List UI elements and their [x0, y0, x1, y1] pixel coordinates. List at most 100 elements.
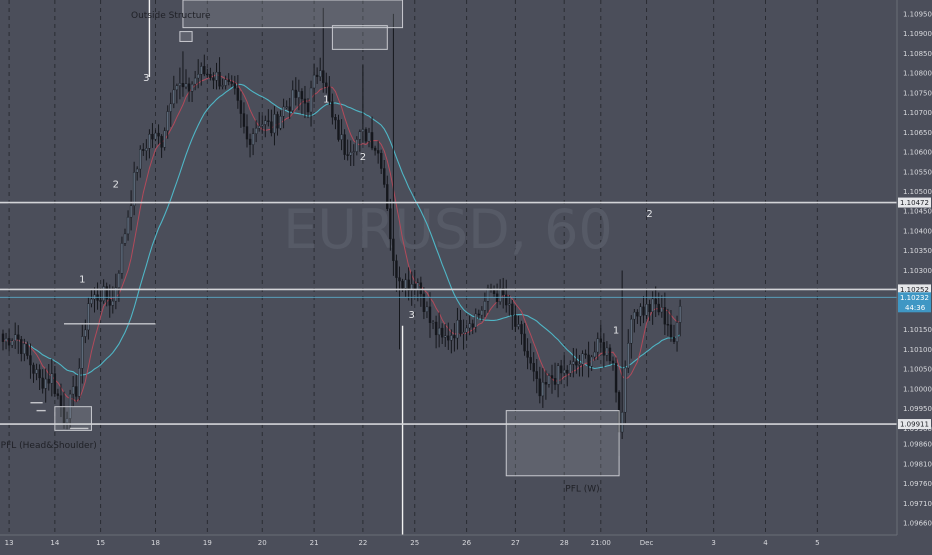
- candle-body: [35, 369, 38, 374]
- candle-body: [1, 333, 5, 342]
- candle-body: [398, 277, 401, 282]
- candle-body: [627, 343, 630, 369]
- candle-body: [392, 238, 395, 261]
- price-level-tag[interactable]: [898, 284, 931, 295]
- price-tick-label: 1.10150: [903, 326, 932, 334]
- candle-body: [373, 147, 377, 151]
- candle-body: [102, 286, 105, 301]
- candle-body: [639, 306, 642, 317]
- candle-body: [367, 132, 371, 142]
- candle-body: [380, 153, 383, 169]
- candle-body: [441, 327, 444, 338]
- candle-body: [541, 382, 545, 397]
- price-tick-label: 1.09760: [903, 480, 932, 488]
- candle-body: [4, 338, 8, 342]
- time-tick-label: 21:00: [591, 539, 611, 547]
- bar-countdown-label: 44:36: [905, 304, 926, 312]
- price-level-tag[interactable]: [898, 419, 931, 430]
- candle-body: [563, 369, 566, 374]
- candle-body: [633, 311, 636, 320]
- candle-body: [410, 284, 413, 291]
- candle-body: [505, 294, 508, 306]
- candle-body: [434, 321, 438, 336]
- candle-body: [154, 132, 157, 140]
- candle-body: [517, 324, 520, 327]
- candle-body: [642, 306, 645, 316]
- pattern-box: [182, 0, 404, 29]
- candle-body: [163, 130, 166, 148]
- candle-body: [254, 127, 258, 134]
- candle-body: [325, 82, 328, 87]
- candle-body: [190, 83, 194, 92]
- time-tick-label: 15: [96, 539, 105, 547]
- candle-body: [41, 377, 44, 389]
- price-tick-label: 1.10400: [903, 227, 932, 235]
- candle-body: [477, 313, 480, 316]
- wave-count-label: 3: [143, 73, 149, 84]
- candle-body: [535, 371, 538, 379]
- candle-body: [264, 120, 267, 125]
- candle-body: [532, 362, 535, 372]
- candle-body: [651, 298, 654, 313]
- price-tick-label: 1.10100: [903, 346, 932, 354]
- time-tick-label: 26: [462, 539, 471, 547]
- candle-body: [245, 126, 249, 140]
- candle-body: [502, 288, 505, 296]
- candle-body: [29, 355, 32, 366]
- price-tick-label: 1.10800: [903, 70, 932, 78]
- candle-body: [294, 89, 297, 98]
- candle-body: [178, 83, 182, 86]
- time-tick-label: 13: [5, 539, 14, 547]
- price-tick-label: 1.10450: [903, 208, 932, 216]
- candle-body: [386, 184, 389, 209]
- candle-body: [453, 335, 456, 339]
- candle-body: [660, 307, 663, 313]
- candle-body: [596, 338, 599, 353]
- candle-body: [364, 129, 368, 142]
- candle-body: [630, 318, 633, 344]
- candle-body: [306, 103, 310, 113]
- pattern-box: [505, 410, 620, 477]
- candle-body: [7, 338, 11, 346]
- candle-body: [620, 411, 624, 433]
- candle-body: [114, 287, 118, 302]
- candle-body: [657, 303, 660, 313]
- price-tick-label: 1.10650: [903, 129, 932, 137]
- candle-body: [590, 356, 593, 367]
- candle-body: [135, 168, 139, 173]
- price-level-tag[interactable]: [898, 197, 931, 208]
- candle-body: [654, 298, 657, 305]
- candle-body: [139, 149, 142, 170]
- candle-body: [71, 386, 75, 395]
- candle-body: [404, 279, 407, 289]
- candle-body: [160, 135, 163, 148]
- candle-body: [258, 125, 261, 129]
- candle-body: [508, 303, 511, 306]
- candle-body: [123, 233, 127, 244]
- candle-body: [129, 205, 133, 218]
- current-price-tag[interactable]: [898, 292, 931, 313]
- annotation-label: PFL (Head&Shoulder): [1, 441, 97, 451]
- candle-body: [437, 327, 441, 336]
- candle-body: [59, 395, 63, 408]
- candle-body: [270, 121, 273, 134]
- candle-body: [605, 347, 609, 356]
- candle-body: [456, 319, 459, 339]
- candle-body: [38, 369, 41, 379]
- candle-body: [648, 304, 651, 313]
- price-level-tag-label: 1.09911: [900, 421, 929, 429]
- wave-count-label: 3: [409, 310, 415, 321]
- candle-body: [492, 289, 496, 294]
- current-price-label: 1.10232: [900, 294, 929, 302]
- candle-body: [520, 324, 523, 335]
- price-tick-label: 1.09710: [903, 500, 932, 508]
- time-tick-label: 19: [203, 539, 212, 547]
- candle-body: [224, 79, 227, 86]
- candle-body: [251, 133, 255, 145]
- candle-body: [471, 323, 474, 328]
- time-tick-label: Dec: [640, 539, 654, 547]
- time-tick-label: 20: [258, 539, 267, 547]
- price-tick-label: 1.10500: [903, 188, 932, 196]
